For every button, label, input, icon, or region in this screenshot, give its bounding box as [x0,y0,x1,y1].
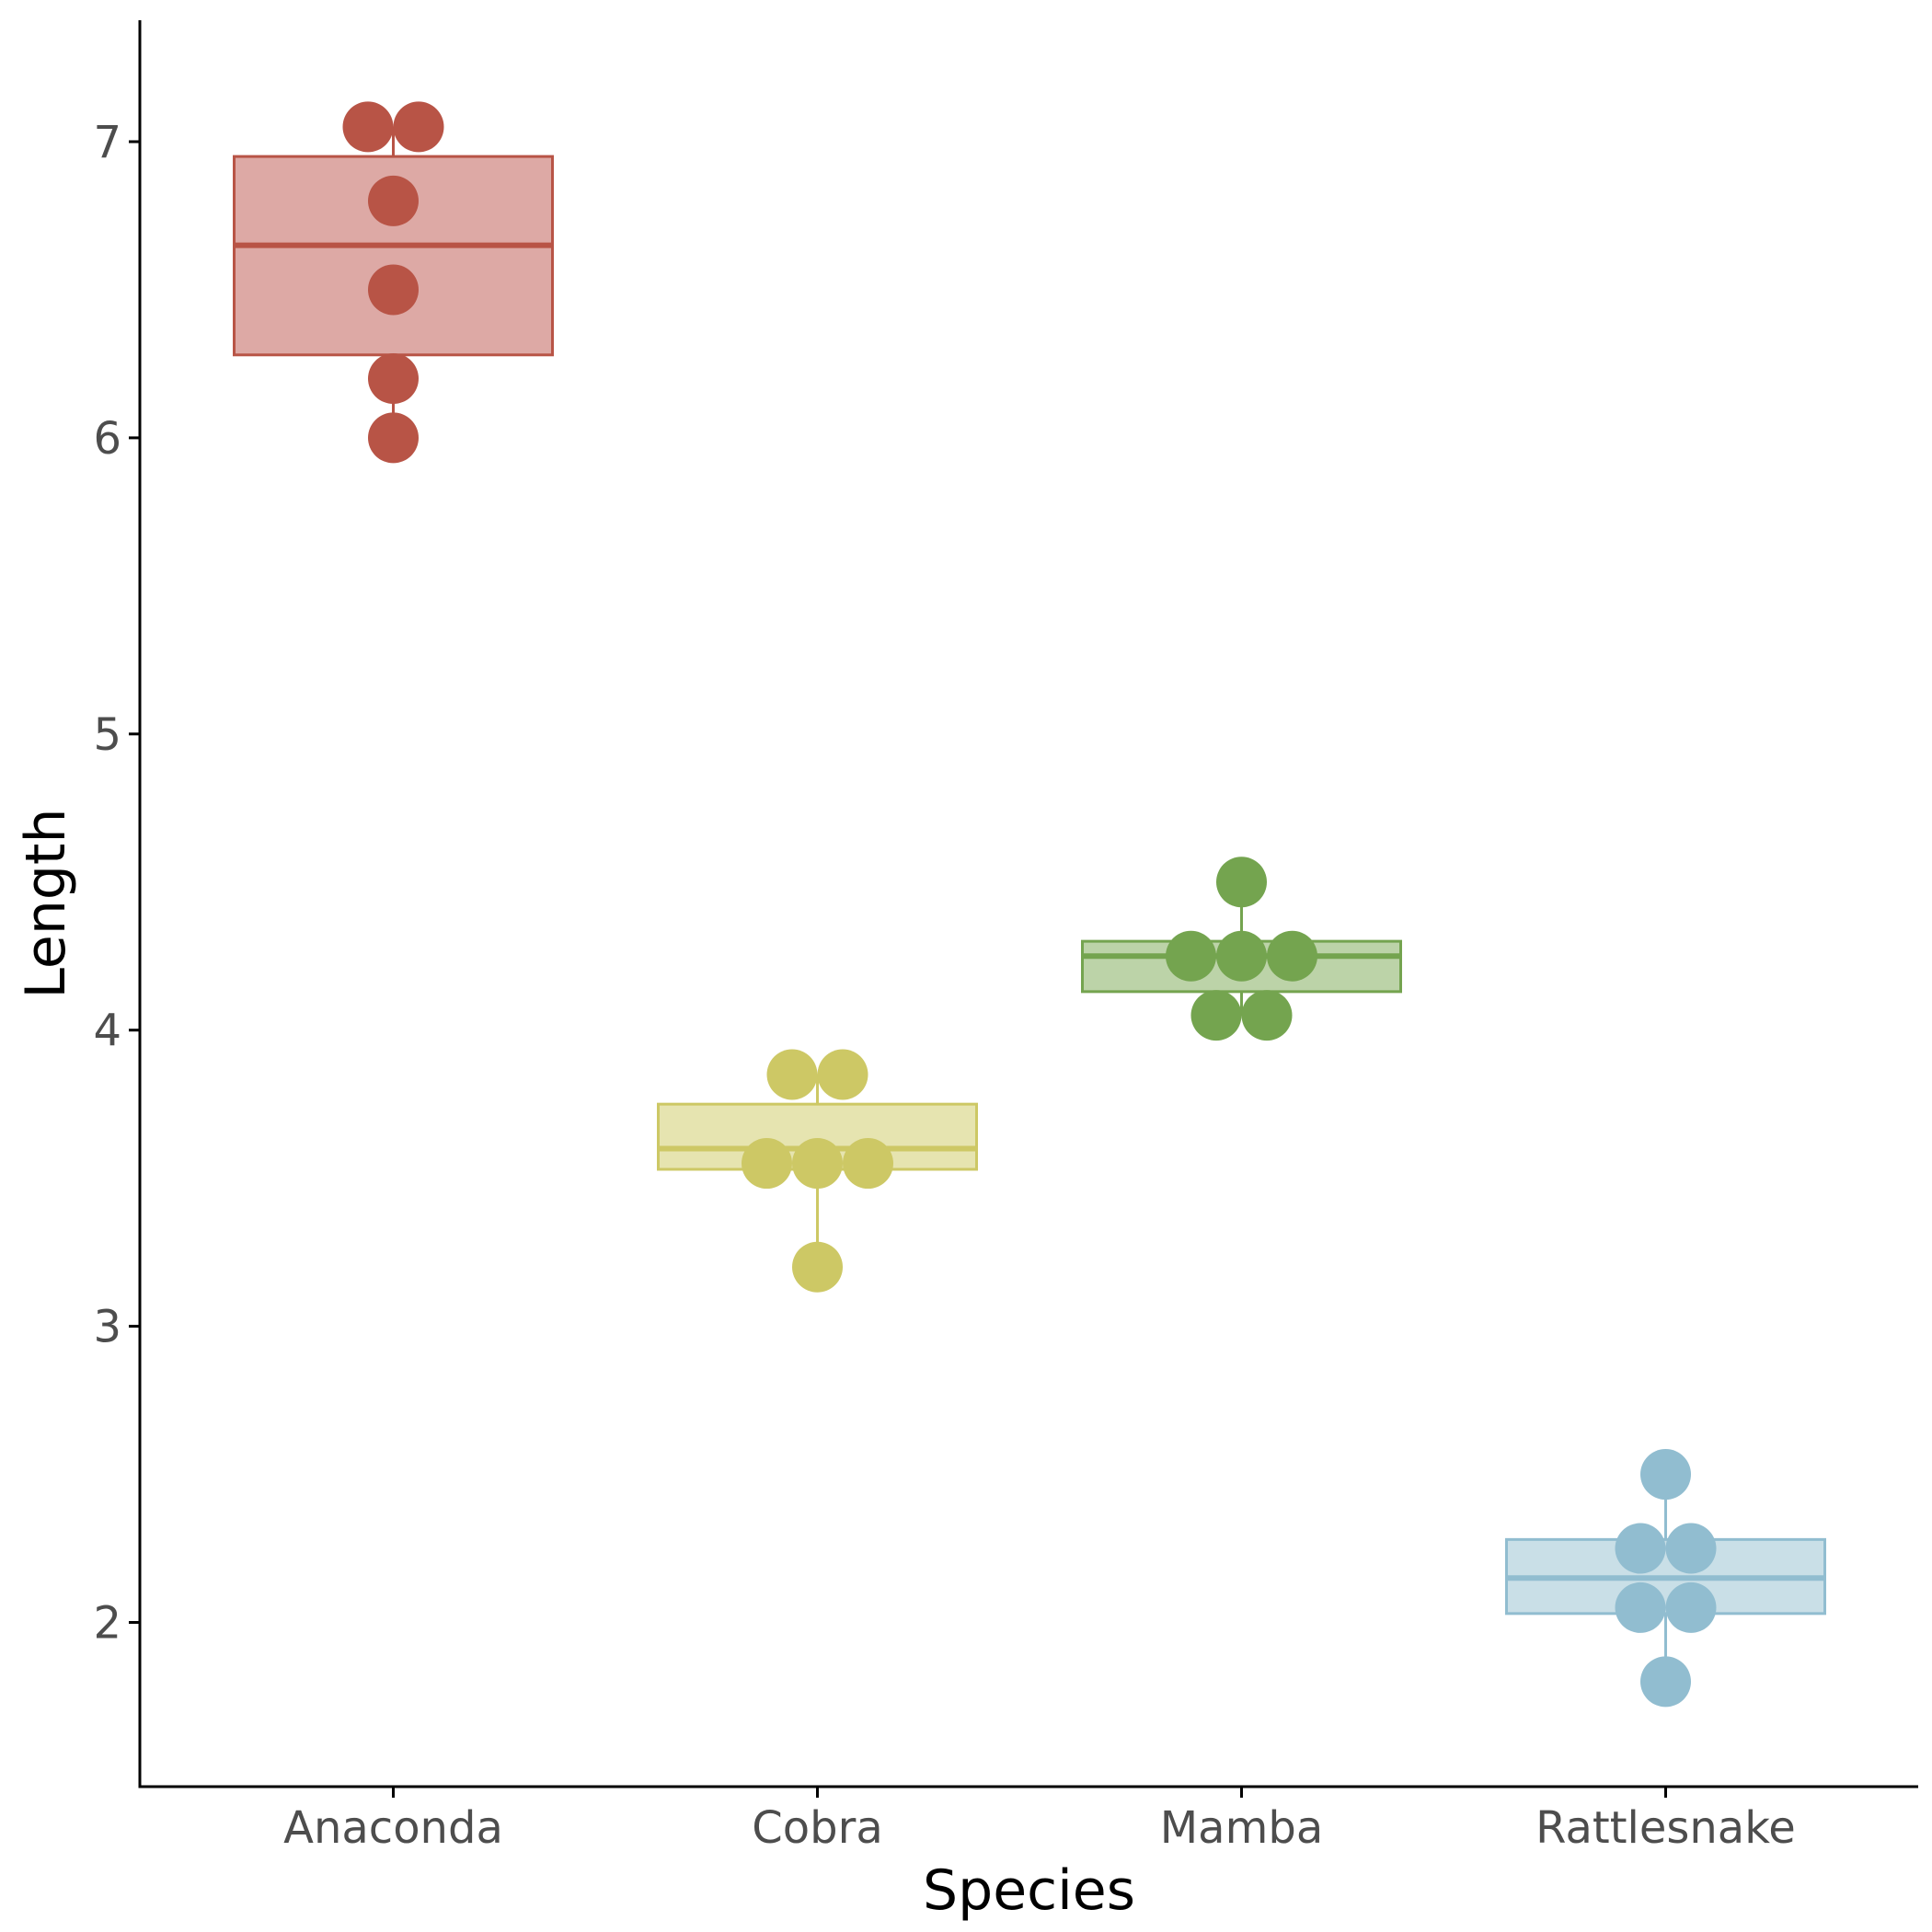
data-point [1267,930,1317,982]
data-point [1216,857,1267,908]
data-point [792,1138,843,1190]
box-group-mamba [1081,857,1402,1041]
plot-area [233,101,1826,1708]
data-point [393,101,444,153]
y-tick-label: 6 [93,413,121,465]
data-point [742,1138,792,1190]
data-point [817,1049,868,1100]
data-point [368,264,419,316]
data-point [843,1138,893,1190]
y-tick-label: 5 [93,709,121,761]
data-point [792,1241,843,1293]
x-tick-label: Cobra [752,1802,883,1854]
box-group-cobra [657,1049,978,1293]
data-point [368,412,419,464]
x-tick-label: Mamba [1160,1802,1323,1854]
data-point [1665,1523,1717,1574]
data-point [368,353,419,405]
data-point [1241,990,1293,1041]
data-point [368,175,419,226]
data-point [1216,930,1267,982]
data-point [1615,1581,1666,1633]
data-point [1166,930,1216,982]
y-tick-label: 2 [93,1598,121,1650]
data-point [766,1049,818,1100]
y-axis-title: Length [14,809,78,999]
box-group-rattlesnake [1505,1449,1826,1708]
box-group-anaconda [233,101,554,464]
axes: 2 3 4 5 6 7 Anaconda Cobra Mamba Rattlesnake [93,20,1918,1854]
x-tick-label: Anaconda [283,1802,503,1854]
y-tick-label: 4 [93,1006,121,1057]
data-point [1190,990,1242,1041]
y-tick-label: 7 [93,117,121,168]
x-axis-title: Species [923,1858,1135,1923]
data-point [1640,1449,1691,1501]
data-point [1665,1581,1717,1633]
data-point [1640,1656,1691,1708]
data-point [342,101,394,153]
data-point [1615,1523,1666,1574]
y-tick-label: 3 [93,1302,121,1353]
x-tick-label: Rattlesnake [1535,1802,1796,1854]
